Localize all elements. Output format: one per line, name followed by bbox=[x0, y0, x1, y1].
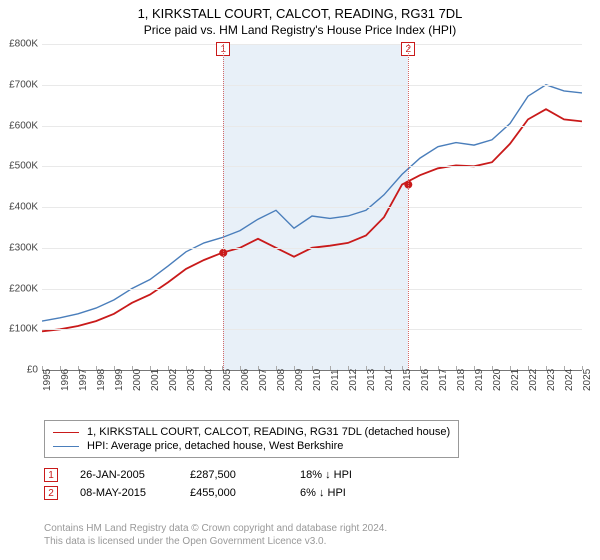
sale-delta: 6% ↓ HPI bbox=[300, 487, 388, 499]
legend-item-price-paid: 1, KIRKSTALL COURT, CALCOT, READING, RG3… bbox=[53, 425, 450, 439]
series-line-price_paid bbox=[42, 109, 582, 331]
sales-table: 1 26-JAN-2005 £287,500 18% ↓ HPI 2 08-MA… bbox=[44, 466, 388, 502]
y-axis-label: £100K bbox=[9, 324, 38, 335]
title-line-1: 1, KIRKSTALL COURT, CALCOT, READING, RG3… bbox=[0, 6, 600, 21]
x-axis-label: 2008 bbox=[276, 369, 287, 391]
y-gridline bbox=[42, 207, 582, 208]
y-gridline bbox=[42, 126, 582, 127]
x-axis-label: 1995 bbox=[42, 369, 53, 391]
x-axis-label: 2021 bbox=[510, 369, 521, 391]
footer-line-1: Contains HM Land Registry data © Crown c… bbox=[44, 522, 387, 535]
footer-line-2: This data is licensed under the Open Gov… bbox=[44, 535, 387, 548]
legend-label: HPI: Average price, detached house, West… bbox=[87, 440, 343, 452]
band-edge bbox=[223, 44, 224, 370]
y-gridline bbox=[42, 329, 582, 330]
x-axis-label: 2012 bbox=[348, 369, 359, 391]
x-axis-label: 2015 bbox=[402, 369, 413, 391]
legend-swatch-icon bbox=[53, 432, 79, 433]
sale-price: £455,000 bbox=[190, 487, 278, 499]
x-axis-label: 2017 bbox=[438, 369, 449, 391]
x-axis-label: 2018 bbox=[456, 369, 467, 391]
sale-marker-icon: 2 bbox=[44, 486, 58, 500]
y-axis-label: £600K bbox=[9, 120, 38, 131]
y-gridline bbox=[42, 44, 582, 45]
x-axis-label: 2005 bbox=[222, 369, 233, 391]
y-axis-label: £500K bbox=[9, 161, 38, 172]
title-line-2: Price paid vs. HM Land Registry's House … bbox=[0, 23, 600, 37]
y-gridline bbox=[42, 166, 582, 167]
sale-price: £287,500 bbox=[190, 469, 278, 481]
x-axis-label: 1997 bbox=[78, 369, 89, 391]
y-axis-label: £0 bbox=[27, 365, 38, 376]
x-axis-label: 2011 bbox=[330, 369, 341, 391]
plot-area: 12 bbox=[42, 44, 582, 370]
legend-item-hpi: HPI: Average price, detached house, West… bbox=[53, 439, 450, 453]
legend-swatch-icon bbox=[53, 446, 79, 447]
x-axis-label: 2016 bbox=[420, 369, 431, 391]
x-axis-label: 2006 bbox=[240, 369, 251, 391]
x-axis-label: 2004 bbox=[204, 369, 215, 391]
x-axis-label: 2013 bbox=[366, 369, 377, 391]
band-edge bbox=[408, 44, 409, 370]
x-axis-label: 2007 bbox=[258, 369, 269, 391]
y-axis-label: £800K bbox=[9, 39, 38, 50]
x-axis-label: 1998 bbox=[96, 369, 107, 391]
legend: 1, KIRKSTALL COURT, CALCOT, READING, RG3… bbox=[44, 420, 459, 458]
x-axis-label: 2025 bbox=[582, 369, 593, 391]
x-axis-label: 2010 bbox=[312, 369, 323, 391]
legend-label: 1, KIRKSTALL COURT, CALCOT, READING, RG3… bbox=[87, 426, 450, 438]
y-axis-label: £200K bbox=[9, 283, 38, 294]
y-gridline bbox=[42, 85, 582, 86]
x-axis-label: 2022 bbox=[528, 369, 539, 391]
y-gridline bbox=[42, 248, 582, 249]
x-axis-label: 2001 bbox=[150, 369, 161, 391]
x-axis-label: 2000 bbox=[132, 369, 143, 391]
sale-date: 26-JAN-2005 bbox=[80, 469, 168, 481]
sale-row: 2 08-MAY-2015 £455,000 6% ↓ HPI bbox=[44, 484, 388, 502]
x-axis-label: 1996 bbox=[60, 369, 71, 391]
x-axis-label: 2014 bbox=[384, 369, 395, 391]
x-axis-label: 2009 bbox=[294, 369, 305, 391]
y-axis-label: £700K bbox=[9, 79, 38, 90]
x-axis-label: 2003 bbox=[186, 369, 197, 391]
y-gridline bbox=[42, 289, 582, 290]
x-axis-label: 1999 bbox=[114, 369, 125, 391]
x-axis-label: 2024 bbox=[564, 369, 575, 391]
x-axis-label: 2023 bbox=[546, 369, 557, 391]
y-axis-label: £400K bbox=[9, 202, 38, 213]
series-line-hpi bbox=[42, 85, 582, 321]
y-axis-label: £300K bbox=[9, 242, 38, 253]
footer-attribution: Contains HM Land Registry data © Crown c… bbox=[44, 522, 387, 548]
sale-marker-icon: 1 bbox=[44, 468, 58, 482]
sale-row: 1 26-JAN-2005 £287,500 18% ↓ HPI bbox=[44, 466, 388, 484]
chart-title-block: 1, KIRKSTALL COURT, CALCOT, READING, RG3… bbox=[0, 0, 600, 37]
x-axis-label: 2019 bbox=[474, 369, 485, 391]
x-axis-label: 2002 bbox=[168, 369, 179, 391]
sale-delta: 18% ↓ HPI bbox=[300, 469, 388, 481]
sale-date: 08-MAY-2015 bbox=[80, 487, 168, 499]
chart-container: 12 £0£100K£200K£300K£400K£500K£600K£700K… bbox=[42, 44, 582, 394]
x-axis-label: 2020 bbox=[492, 369, 503, 391]
